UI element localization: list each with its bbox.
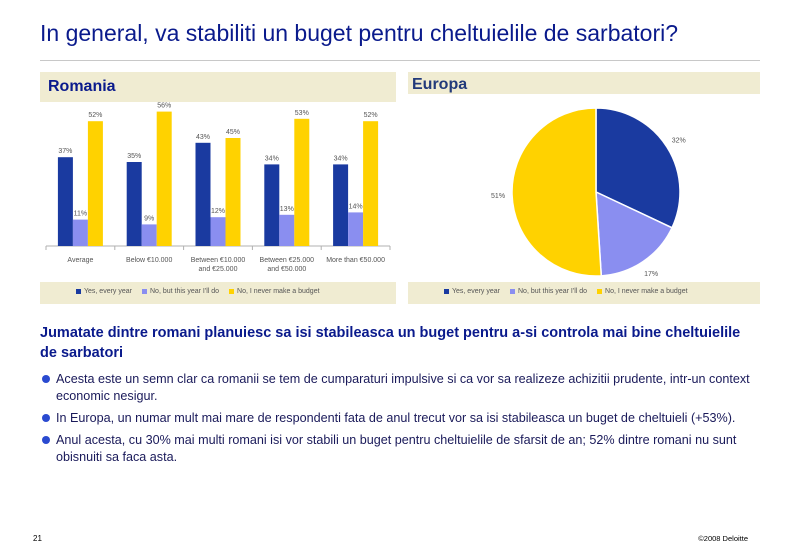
data-label: 13%	[280, 206, 294, 213]
bar	[348, 212, 364, 246]
bullet-item: In Europa, un numar mult mai mare de res…	[40, 410, 760, 427]
category-label-line: Between €25.000	[260, 257, 315, 264]
bullet-dot-icon	[42, 375, 50, 383]
romania-chart-panel: Romania 37% 11% 52% Average 35% 9% 56% Below €1…	[40, 72, 396, 304]
romania-chart-title: Romania	[48, 78, 116, 95]
category-label: Average	[67, 257, 93, 264]
bar	[156, 111, 172, 246]
bar	[363, 121, 379, 246]
copyright: ©2008 Deloitte	[698, 534, 748, 543]
data-label: 14%	[349, 203, 363, 210]
data-label: 52%	[364, 112, 378, 119]
category-label-line: Below €10.000	[126, 257, 172, 264]
bullet-text: In Europa, un numar mult mai mare de res…	[56, 411, 736, 425]
bullet-dot-icon	[42, 414, 50, 422]
romania-legend: Yes, every year No, but this year I'll d…	[76, 288, 320, 295]
legend-item-yes: Yes, every year	[444, 288, 500, 295]
legend-label: No, I never make a budget	[237, 288, 320, 295]
key-finding-heading: Jumatate dintre romani planuiesc sa isi …	[40, 325, 741, 361]
bar	[279, 214, 295, 246]
category-label-line: Average	[67, 257, 93, 264]
data-label: 53%	[295, 110, 309, 117]
category-label-line: and €50.000	[267, 266, 306, 273]
title-divider	[40, 60, 760, 61]
bullet-item: Acesta este un semn clar ca romanii se t…	[40, 371, 760, 405]
pie-slice	[595, 107, 681, 229]
category-label: Below €10.000	[126, 257, 172, 264]
bar	[333, 164, 349, 246]
data-label: 45%	[226, 129, 240, 136]
legend-label: No, but this year I'll do	[518, 288, 588, 295]
bullet-dot-icon	[42, 436, 50, 444]
data-label: 35%	[127, 153, 141, 160]
bar	[294, 118, 310, 246]
bar	[210, 217, 226, 246]
data-label: 52%	[88, 112, 102, 119]
category-label-line: and €25.000	[199, 266, 238, 273]
legend-label: No, but this year I'll do	[150, 288, 220, 295]
bullet-text: Anul acesta, cu 30% mai multi romani isi…	[56, 433, 737, 464]
data-label: 34%	[265, 155, 279, 162]
data-label: 34%	[334, 155, 348, 162]
legend-item-yes: Yes, every year	[76, 288, 132, 295]
pie-label: 51%	[491, 193, 505, 200]
bar	[87, 121, 103, 246]
data-label: 43%	[196, 134, 210, 141]
bar	[57, 157, 73, 246]
europa-pie-chart: 32% 17% 51%	[491, 107, 686, 278]
legend-item-never: No, I never make a budget	[597, 288, 688, 295]
pie-slice	[595, 190, 674, 277]
legend-label: Yes, every year	[452, 288, 500, 295]
bar	[264, 164, 280, 246]
category-label: Between €25.000 and €50.000	[260, 257, 315, 273]
data-label: 12%	[211, 208, 225, 215]
category-label-line: Between €10.000	[191, 257, 246, 264]
category-label: More than €50.000	[326, 257, 385, 264]
bar	[141, 224, 157, 246]
page-number: 21	[33, 534, 42, 543]
legend-label: No, I never make a budget	[605, 288, 688, 295]
bar	[225, 138, 241, 246]
data-label: 11%	[74, 211, 88, 218]
data-label: 37%	[58, 148, 72, 155]
romania-bar-chart: 37% 11% 52% Average 35% 9% 56% Below €10.000 43%…	[45, 103, 391, 273]
page-title: In general, va stabiliti un buget pentru…	[40, 20, 679, 46]
bullet-list: Acesta este un semn clar ca romanii se t…	[40, 371, 760, 471]
category-label-line: More than €50.000	[326, 257, 385, 264]
legend-label: Yes, every year	[84, 288, 132, 295]
europa-chart-title: Europa	[412, 76, 468, 93]
europa-legend: Yes, every year No, but this year I'll d…	[444, 288, 688, 295]
pie-label: 32%	[672, 137, 686, 144]
data-label: 9%	[144, 215, 154, 222]
legend-item-never: No, I never make a budget	[229, 288, 320, 295]
bullet-item: Anul acesta, cu 30% mai multi romani isi…	[40, 432, 760, 466]
europa-chart-panel: Europa 32% 17% 51% Yes, every year No, but…	[408, 72, 760, 304]
pie-slice	[511, 107, 603, 277]
data-label: 56%	[157, 103, 171, 110]
bar	[195, 142, 211, 246]
bar	[126, 162, 142, 246]
pie-label: 17%	[644, 271, 658, 278]
legend-item-this-year: No, but this year I'll do	[510, 288, 587, 295]
legend-item-this-year: No, but this year I'll do	[142, 288, 219, 295]
bullet-text: Acesta este un semn clar ca romanii se t…	[56, 372, 750, 403]
bar	[72, 219, 88, 246]
category-label: Between €10.000 and €25.000	[191, 257, 246, 273]
